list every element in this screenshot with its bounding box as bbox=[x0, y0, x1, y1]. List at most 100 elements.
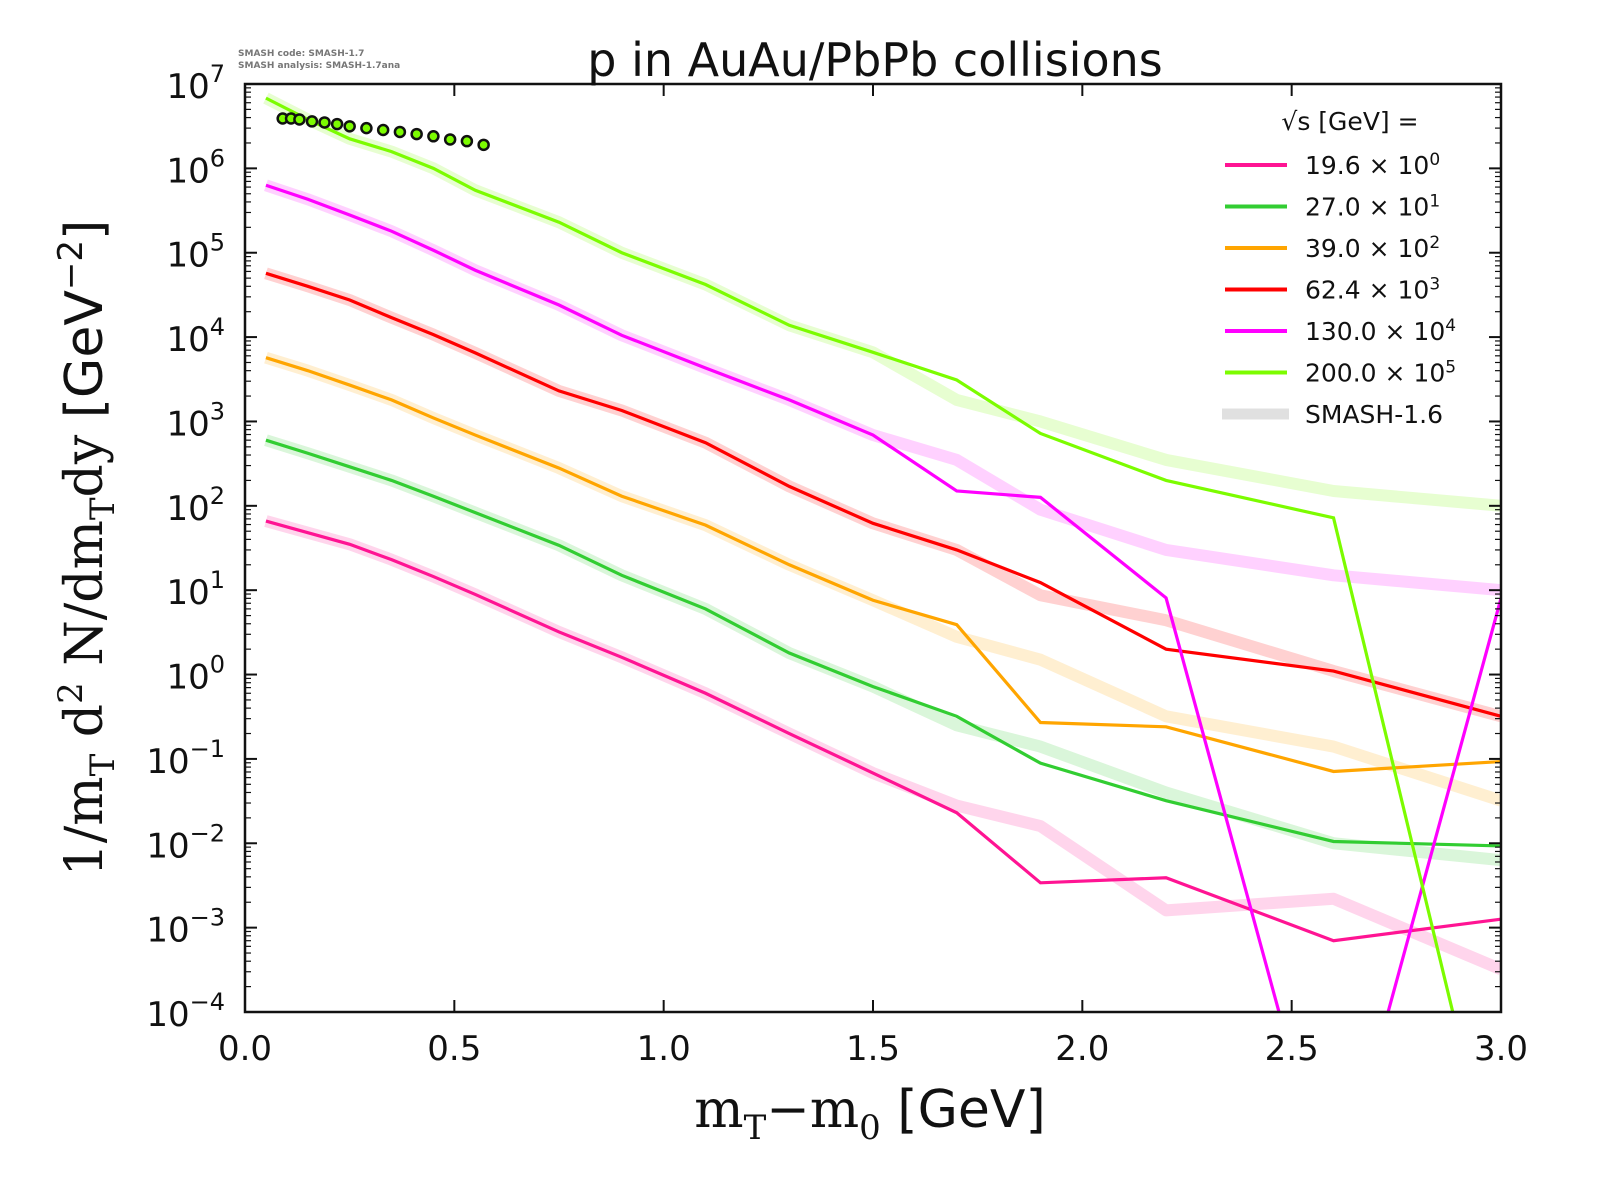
label-part: [GeV] bbox=[881, 1080, 1046, 1140]
meta-code: SMASH code: SMASH-1.7 bbox=[238, 49, 364, 59]
legend-entry-19.6: 19.6 × 100 bbox=[1305, 150, 1440, 180]
experimental-points bbox=[276, 112, 490, 152]
series-line-19.6 bbox=[265, 519, 1501, 943]
legend-entry-62.4: 62.4 × 103 bbox=[1305, 275, 1440, 305]
plot-frame bbox=[243, 82, 1503, 1014]
y-tick-exponent: 7 bbox=[210, 60, 225, 88]
y-tick-base: 10 bbox=[166, 236, 209, 276]
series-line-130.0 bbox=[265, 183, 1501, 1012]
y-tick-exponent: −1 bbox=[190, 735, 225, 763]
label-part: T bbox=[83, 497, 123, 520]
x-tick-label: 2.5 bbox=[1265, 1029, 1319, 1069]
y-tick-label: 102 bbox=[166, 482, 225, 529]
y-tick-base: 10 bbox=[146, 995, 189, 1035]
series-line-27.0 bbox=[265, 438, 1501, 848]
legend-scale: × 10 bbox=[1361, 276, 1430, 305]
data-point bbox=[305, 115, 319, 128]
chart-title: p in AuAu/PbPb collisions bbox=[587, 33, 1162, 87]
y-axis-label: 1/mT d2 N/dmTdy [GeV−2] bbox=[51, 220, 123, 877]
meta-text: SMASH code: SMASH-1.7 SMASH analysis: SM… bbox=[238, 49, 400, 71]
y-tick-exponent: −3 bbox=[190, 904, 225, 932]
y-tick-label: 104 bbox=[166, 313, 225, 360]
label-part: N/dm bbox=[55, 520, 115, 682]
y-tick-exponent: 1 bbox=[210, 566, 225, 594]
axis-ticks bbox=[244, 83, 1502, 1013]
legend-scale: × 10 bbox=[1361, 151, 1430, 180]
legend-scale: × 10 bbox=[1361, 234, 1430, 263]
label-part: dy bbox=[55, 418, 115, 497]
legend-name: 62.4 bbox=[1305, 276, 1361, 305]
data-point bbox=[443, 133, 457, 146]
y-tick-base: 10 bbox=[146, 742, 189, 782]
legend-exp: 1 bbox=[1429, 192, 1440, 212]
y-tick-base: 10 bbox=[146, 911, 189, 951]
legend-exp: 4 bbox=[1445, 316, 1456, 336]
label-part: 2 bbox=[51, 682, 91, 704]
y-tick-exponent: 2 bbox=[210, 482, 225, 510]
legend-name: 19.6 bbox=[1305, 151, 1361, 180]
data-point bbox=[293, 113, 306, 126]
y-tick-exponent: 4 bbox=[210, 313, 225, 341]
data-point bbox=[393, 125, 407, 139]
x-tick-label: 0.5 bbox=[427, 1029, 481, 1069]
y-tick-label: 103 bbox=[166, 397, 225, 444]
x-tick-label: 1.0 bbox=[637, 1029, 691, 1069]
series-line-200.0 bbox=[265, 96, 1455, 1012]
label-part: −m bbox=[766, 1080, 859, 1140]
x-axis-label: mT−m0 [GeV] bbox=[694, 1080, 1046, 1148]
label-part: 0 bbox=[859, 1108, 881, 1148]
data-point bbox=[410, 127, 423, 141]
legend-scale: × 10 bbox=[1361, 193, 1430, 222]
legend-exp: 5 bbox=[1445, 358, 1456, 378]
y-tick-exponent: 3 bbox=[210, 397, 225, 425]
y-tick-exponent: 6 bbox=[210, 144, 225, 172]
x-tick-label: 2.0 bbox=[1055, 1029, 1109, 1069]
y-tick-label: 100 bbox=[166, 651, 225, 698]
label-part: T bbox=[83, 753, 123, 776]
legend-exp: 3 bbox=[1429, 275, 1440, 295]
legend-scale: × 10 bbox=[1377, 317, 1446, 346]
y-tick-label: 10−4 bbox=[146, 988, 225, 1035]
data-point bbox=[427, 130, 440, 143]
y-tick-exponent: −2 bbox=[190, 819, 225, 847]
label-part: d bbox=[55, 704, 115, 754]
data-point bbox=[360, 121, 373, 135]
y-tick-base: 10 bbox=[166, 489, 209, 529]
y-tick-base: 10 bbox=[166, 320, 209, 360]
y-tick-exponent: −4 bbox=[190, 988, 225, 1016]
legend-name: 27.0 bbox=[1305, 193, 1361, 222]
y-tick-exponent: 0 bbox=[210, 651, 225, 679]
legend-title: √s [GeV] = bbox=[1281, 107, 1418, 136]
legend-scale: × 10 bbox=[1377, 359, 1446, 388]
legend-entry-200.0: 200.0 × 105 bbox=[1305, 358, 1456, 388]
y-tick-label: 10−3 bbox=[146, 904, 225, 951]
legend-name: 39.0 bbox=[1305, 234, 1361, 263]
series-lines bbox=[265, 96, 1501, 1012]
legend-entry-39.0: 39.0 × 102 bbox=[1305, 233, 1440, 263]
legend-entry-ref: SMASH-1.6 bbox=[1305, 400, 1443, 429]
data-point bbox=[477, 138, 490, 152]
y-tick-base: 10 bbox=[166, 151, 209, 191]
series-line-39.0 bbox=[265, 356, 1501, 774]
data-point bbox=[343, 120, 356, 133]
x-tick-label: 1.5 bbox=[846, 1029, 900, 1069]
legend-entry-27.0: 27.0 × 101 bbox=[1305, 192, 1440, 222]
x-tick-label: 3.0 bbox=[1474, 1029, 1528, 1069]
x-tick-label: 0.0 bbox=[218, 1029, 272, 1069]
legend-entry-130.0: 130.0 × 104 bbox=[1305, 316, 1456, 346]
label-part: m bbox=[694, 1080, 743, 1140]
meta-analysis: SMASH analysis: SMASH-1.7ana bbox=[238, 61, 400, 71]
y-tick-label: 101 bbox=[166, 566, 225, 613]
label-part: −2 bbox=[51, 240, 91, 290]
data-point bbox=[376, 123, 390, 137]
series-line-62.4 bbox=[265, 271, 1501, 718]
data-point bbox=[460, 134, 474, 148]
label-part: T bbox=[744, 1108, 767, 1148]
data-point bbox=[318, 116, 331, 129]
y-tick-label: 10−2 bbox=[146, 819, 225, 866]
y-tick-base: 10 bbox=[166, 404, 209, 444]
y-tick-base: 10 bbox=[166, 67, 209, 107]
